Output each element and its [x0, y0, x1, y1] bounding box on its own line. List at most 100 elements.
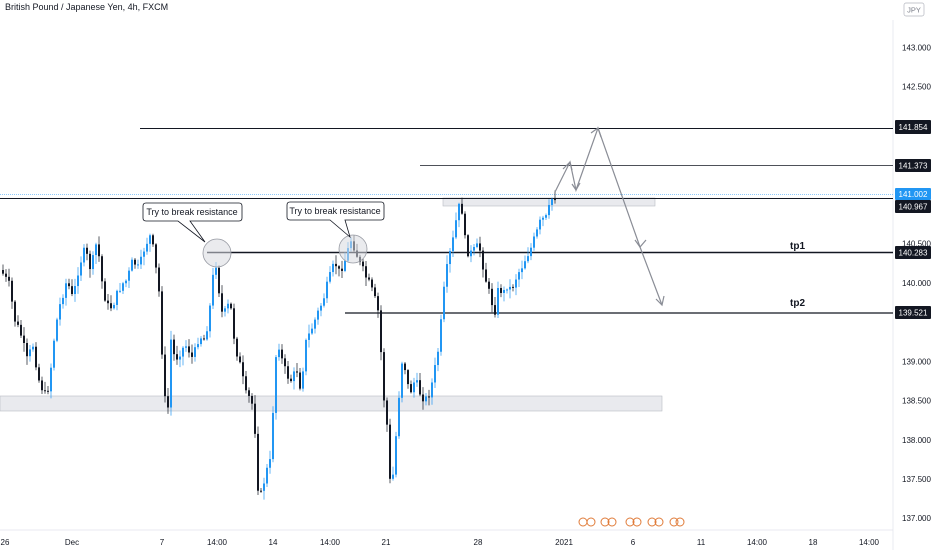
- candle: [371, 277, 373, 292]
- candle: [128, 267, 130, 289]
- candle: [140, 249, 142, 270]
- candle: [47, 386, 49, 395]
- candle: [548, 199, 550, 219]
- candle: [8, 268, 10, 287]
- candle: [512, 284, 514, 292]
- candle: [188, 339, 190, 358]
- price-label-141002: 141.002: [895, 188, 931, 200]
- time-axis-ticks: 26 Dec 7 14:00 14 14:00 21 28 2021 6 11 14:00 18 14:0…: [1, 538, 880, 547]
- candle: [2, 264, 4, 276]
- candle: [533, 232, 535, 251]
- callout-1[interactable]: Try to break resistance: [142, 202, 243, 243]
- price-tick-label: 140.000: [902, 279, 931, 288]
- candle: [248, 387, 250, 403]
- candle: [515, 274, 517, 296]
- price-label-140283: 140.283: [895, 246, 931, 259]
- highlight-circle-1[interactable]: [202, 238, 232, 268]
- candle: [422, 387, 424, 410]
- price-axis-ticks: 143.000142.500142.000141.500140.500140.0…: [902, 43, 931, 523]
- candle: [296, 363, 298, 378]
- svg-text:139.521: 139.521: [899, 309, 928, 318]
- candle: [440, 314, 442, 356]
- candle: [308, 324, 310, 348]
- candle: [479, 236, 481, 258]
- candle: [362, 258, 364, 272]
- candle: [206, 326, 208, 341]
- candle: [257, 426, 259, 496]
- candle: [554, 190, 556, 204]
- candle: [44, 381, 46, 394]
- chart-title: British Pound / Japanese Yen, 4h, FXCM: [5, 2, 169, 12]
- candle: [287, 361, 289, 384]
- candle: [182, 346, 184, 366]
- candle: [89, 250, 91, 278]
- time-tick-label: 28: [474, 538, 483, 547]
- candle: [398, 391, 400, 439]
- candle: [137, 259, 139, 269]
- candle: [179, 350, 181, 368]
- candle: [332, 260, 334, 277]
- candle: [446, 255, 448, 293]
- candle: [107, 293, 109, 310]
- currency-badge[interactable]: JPY: [903, 2, 925, 17]
- svg-text:141.854: 141.854: [899, 123, 928, 132]
- candle: [125, 279, 127, 288]
- candle: [365, 261, 367, 287]
- candle: [29, 345, 31, 362]
- candle: [41, 376, 43, 395]
- price-label-139521: 139.521: [895, 306, 931, 319]
- candle: [464, 211, 466, 239]
- time-tick-label: 2021: [555, 538, 573, 547]
- candle: [164, 346, 166, 403]
- candle: [158, 263, 160, 297]
- candle: [32, 343, 34, 352]
- candle: [113, 302, 115, 310]
- candle: [200, 336, 202, 347]
- callout-2[interactable]: Try to break resistance: [286, 201, 385, 239]
- candle: [299, 368, 301, 391]
- candle: [170, 330, 172, 416]
- candle: [284, 354, 286, 374]
- candle: [428, 389, 430, 406]
- candle: [71, 279, 73, 297]
- projection-path[interactable]: [554, 126, 665, 307]
- highlight-circle-2[interactable]: [338, 234, 368, 264]
- callout-2-text: Try to break resistance: [289, 206, 380, 216]
- candle: [455, 212, 457, 240]
- candle: [95, 242, 97, 264]
- candle: [317, 307, 319, 325]
- time-tick-label: 21: [382, 538, 391, 547]
- candle: [542, 215, 544, 227]
- time-tick-label: 6: [631, 538, 636, 547]
- currency-badge-label: JPY: [907, 6, 921, 15]
- candle: [488, 278, 490, 294]
- candle: [110, 295, 112, 312]
- support-zone[interactable]: [0, 395, 663, 412]
- price-tick-label: 140.500: [902, 240, 931, 249]
- candle: [476, 238, 478, 249]
- candle: [482, 247, 484, 278]
- candle: [116, 289, 118, 311]
- candle: [467, 234, 469, 258]
- candle: [167, 387, 169, 414]
- candle: [155, 243, 157, 274]
- candle: [80, 256, 82, 281]
- svg-text:141.002: 141.002: [899, 190, 928, 199]
- candle: [275, 355, 277, 420]
- candle: [401, 361, 403, 403]
- candle: [209, 303, 211, 338]
- candle: [305, 338, 307, 376]
- candle: [212, 267, 214, 309]
- time-tick-label: Dec: [65, 538, 79, 547]
- candle: [104, 278, 106, 302]
- candle: [491, 283, 493, 313]
- price-label-141854: 141.854: [895, 120, 931, 134]
- candle: [392, 466, 394, 481]
- candle: [434, 357, 436, 389]
- candle: [494, 296, 496, 318]
- candle: [53, 338, 55, 371]
- event-markers-icon[interactable]: [578, 517, 685, 527]
- candle: [500, 284, 502, 298]
- candle: [86, 243, 88, 261]
